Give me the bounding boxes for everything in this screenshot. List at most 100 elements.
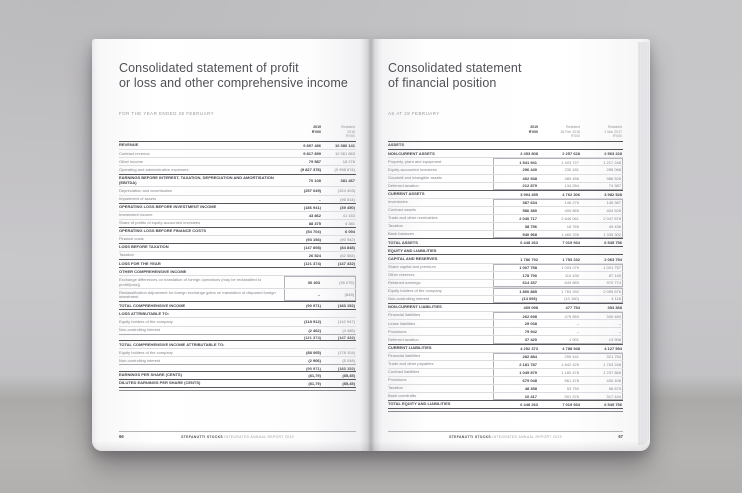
table-row: OTHER COMPREHENSIVE INCOME: [119, 267, 356, 275]
cell-value: (35 075): [339, 280, 354, 286]
cell-value: 282 884: [522, 354, 537, 360]
table-row: DILUTED EARNINGS PER SHARE (CENTS) (81,79…: [119, 379, 356, 389]
cell-value: (147 432): [337, 261, 355, 267]
table-row: CURRENT LIABILITIES 4 252 373 4 788 948 4 1…: [388, 343, 623, 352]
cell-value: 146 276: [564, 200, 579, 206]
cell-value: 4 762 306: [562, 191, 580, 197]
cell-value: 354 368: [607, 305, 622, 311]
table-end-rule: [119, 390, 356, 392]
row-label: Property, plant and equipment: [388, 158, 442, 164]
row-label: OTHER COMPREHENSIVE INCOME: [119, 268, 187, 274]
cell-value: (121 374): [303, 334, 321, 340]
row-values: 402 548 489 456 986 525: [493, 174, 623, 182]
row-label: NON-CURRENT LIABILITIES: [388, 304, 442, 310]
row-label: Contract assets: [388, 207, 416, 213]
cell-value: (118 912): [304, 319, 321, 325]
table-row: LOSS FOR THE YEAR (121 374) (147 432): [119, 259, 356, 267]
table-row: Trade and other payables 2 181 787 1 842 4…: [388, 359, 623, 368]
page-number: 66: [119, 434, 124, 439]
row-values: (121 374) (147 432): [286, 335, 356, 341]
row-label: Reclassification adjustment for foreign …: [119, 289, 276, 300]
income-statement-table: REVENUE 9 897 486 10 380 141 Contract reven…: [119, 141, 356, 392]
cell-value: 402 548: [522, 175, 537, 181]
row-label: Trade and other receivables: [388, 215, 438, 221]
cell-value: 2 257 628: [562, 151, 580, 157]
row-label: Contract revenue: [119, 150, 150, 156]
row-label: Non-controlling interest: [119, 357, 161, 363]
cell-value: 1 217 248: [603, 159, 621, 165]
column-header-line: 2018: [347, 129, 355, 134]
footer-report: INTEGRATED ANNUAL REPORT 2019: [224, 434, 294, 439]
row-label: Share of profits of equity-accounted inv…: [119, 220, 201, 226]
row-values: 614 337 649 883 970 774: [493, 279, 623, 287]
table-row: Other income 79 587 18 278: [119, 157, 356, 165]
cell-value: 1 007 758: [519, 265, 537, 271]
cell-value: 9 897 486: [303, 143, 321, 149]
table-row: Lease liabilities 29 038 – –: [388, 319, 623, 328]
row-label: [119, 335, 286, 341]
table-row: Trade and other receivables 2 040 717 2 64…: [388, 214, 623, 223]
row-values: 1 049 879 1 180 478 1 237 865: [493, 368, 623, 376]
row-label: Bank overdrafts: [388, 393, 417, 399]
cell-value: (257 049): [303, 188, 321, 194]
row-label: LOSS FOR THE YEAR: [119, 260, 161, 266]
table-row: Non-controlling interest (2 462) (4 485): [119, 325, 356, 334]
cell-value: 74 387: [608, 183, 621, 189]
row-label: Equity holders of the company: [119, 349, 173, 355]
cell-value: (147 898): [303, 245, 321, 251]
table-row: Bank overdrafts 10 417 591 376 317 444: [388, 392, 623, 401]
row-label: REVENUE: [119, 142, 139, 148]
row-values: (2 906) (5 048): [286, 357, 356, 364]
table-row: CURRENT ASSETS 3 994 455 4 762 306 3 982 52…: [388, 189, 623, 198]
cell-value: 9 817 899: [303, 151, 321, 157]
row-values: 387 634 146 276 145 387: [493, 198, 623, 206]
cell-value: 134 264: [564, 183, 579, 189]
column-header-line: 28 Feb 2018: [560, 129, 580, 134]
row-values: (90 971) (183 152): [286, 302, 356, 309]
cell-value: 477 754: [565, 305, 580, 311]
row-values: 296 440 230 181 285 068: [493, 166, 623, 174]
row-values: 10 417 591 376 317 444: [493, 393, 623, 401]
cell-value: 41 163: [342, 212, 355, 218]
cell-value: (84 848): [340, 245, 355, 251]
row-label: Lease liabilities: [388, 320, 416, 326]
cell-value: 1 460 335: [561, 231, 579, 237]
row-label: Non-controlling interest: [388, 296, 430, 302]
row-label: OPERATING LOSS BEFORE INVESTMENT INCOME: [119, 203, 217, 209]
cell-value: –: [576, 321, 579, 327]
cell-value: 1 335 302: [603, 231, 621, 237]
cell-value: 679 048: [522, 377, 537, 383]
row-label: LOSS ATTRIBUTABLE TO:: [119, 310, 170, 316]
title-line-1: Consolidated statement: [388, 61, 522, 75]
row-values: (93 194) (90 942): [286, 236, 356, 243]
row-label: Non-controlling interest: [119, 326, 161, 332]
cell-value: 1 842 425: [561, 361, 579, 367]
cell-value: (81,79): [308, 373, 321, 379]
column-header-line: 1 Mar 2017: [604, 129, 622, 134]
table-row: Equity holders of the company (88 065) (17…: [119, 348, 356, 356]
table-row: Share capital and premium 1 007 758 1 003 …: [388, 262, 623, 271]
cell-value: 43 862: [308, 212, 321, 218]
cell-value: 18 769: [566, 224, 579, 230]
cell-value: 13 908: [608, 336, 621, 342]
cell-value: 2 646 061: [561, 216, 579, 222]
row-label: LOSS BEFORE TAXATION: [119, 244, 169, 250]
cell-value: 1 786 792: [520, 256, 538, 262]
page-title: Consolidated statement of profit or loss…: [119, 61, 356, 90]
cell-value: 321 754: [606, 354, 621, 360]
cell-value: 614 337: [522, 280, 537, 286]
page-footer: 66 STEFANUTTI STOCKS INTEGRATED ANNUAL R…: [119, 431, 356, 439]
table-row: Inventories 387 634 146 276 145 387: [388, 197, 623, 206]
cell-value: 2 047 878: [603, 216, 621, 222]
cell-value: 26 524: [308, 253, 321, 259]
row-label: Trade and other payables: [388, 360, 434, 366]
row-label: Depreciation and amortisation: [119, 187, 173, 193]
table-row: Financial liabilities 282 884 259 441 321 7…: [388, 351, 623, 360]
row-values: (186 941) (39 450): [286, 204, 356, 211]
cell-value: 10 361 863: [334, 151, 355, 157]
column-header: Restated 1 Mar 2017 R'000: [580, 125, 622, 139]
page-subtitle: FOR THE YEAR ENDED 28 FEBRUARY: [119, 111, 215, 116]
cell-value: 317 444: [606, 393, 621, 399]
row-values: 48 358 53 750 56 875: [493, 384, 623, 393]
cell-value: 53 750: [566, 386, 579, 392]
